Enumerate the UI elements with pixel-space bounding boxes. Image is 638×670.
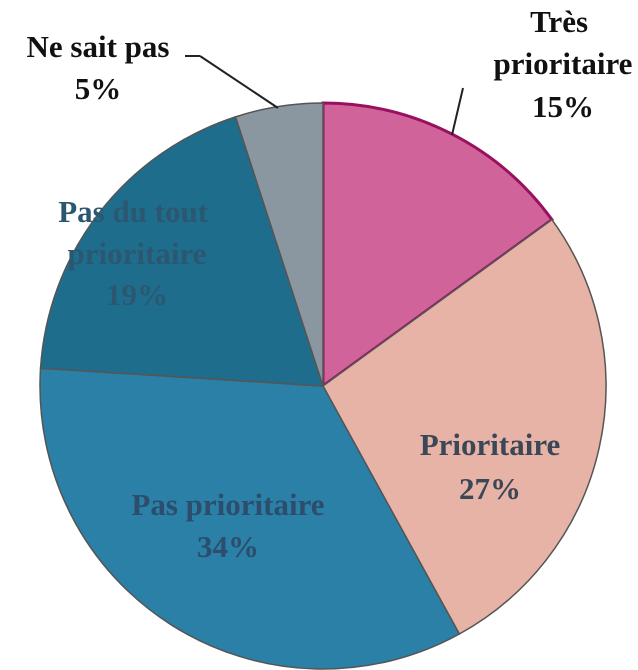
pie [39, 101, 607, 670]
slice-label: Pas prioritaire [131, 487, 324, 522]
slice-value-label: 34% [197, 529, 259, 564]
slice-value-label: 15% [532, 89, 594, 124]
slice-value-label: 5% [75, 71, 122, 106]
pie-slice [322, 218, 607, 636]
pie-slice [39, 367, 461, 670]
slice-label: Prioritaire [420, 427, 561, 462]
pie-slice [39, 115, 325, 387]
slice-value-label: 27% [459, 471, 521, 506]
pie-slice [234, 102, 324, 387]
slice-label: Pas du tout prioritaire [58, 194, 216, 271]
slice-label: Ne sait pas [27, 29, 170, 64]
slice-label: Très prioritaire [494, 4, 633, 81]
slice-value-label: 19% [106, 277, 168, 312]
leader-line [199, 55, 279, 109]
leader-line [451, 87, 464, 136]
